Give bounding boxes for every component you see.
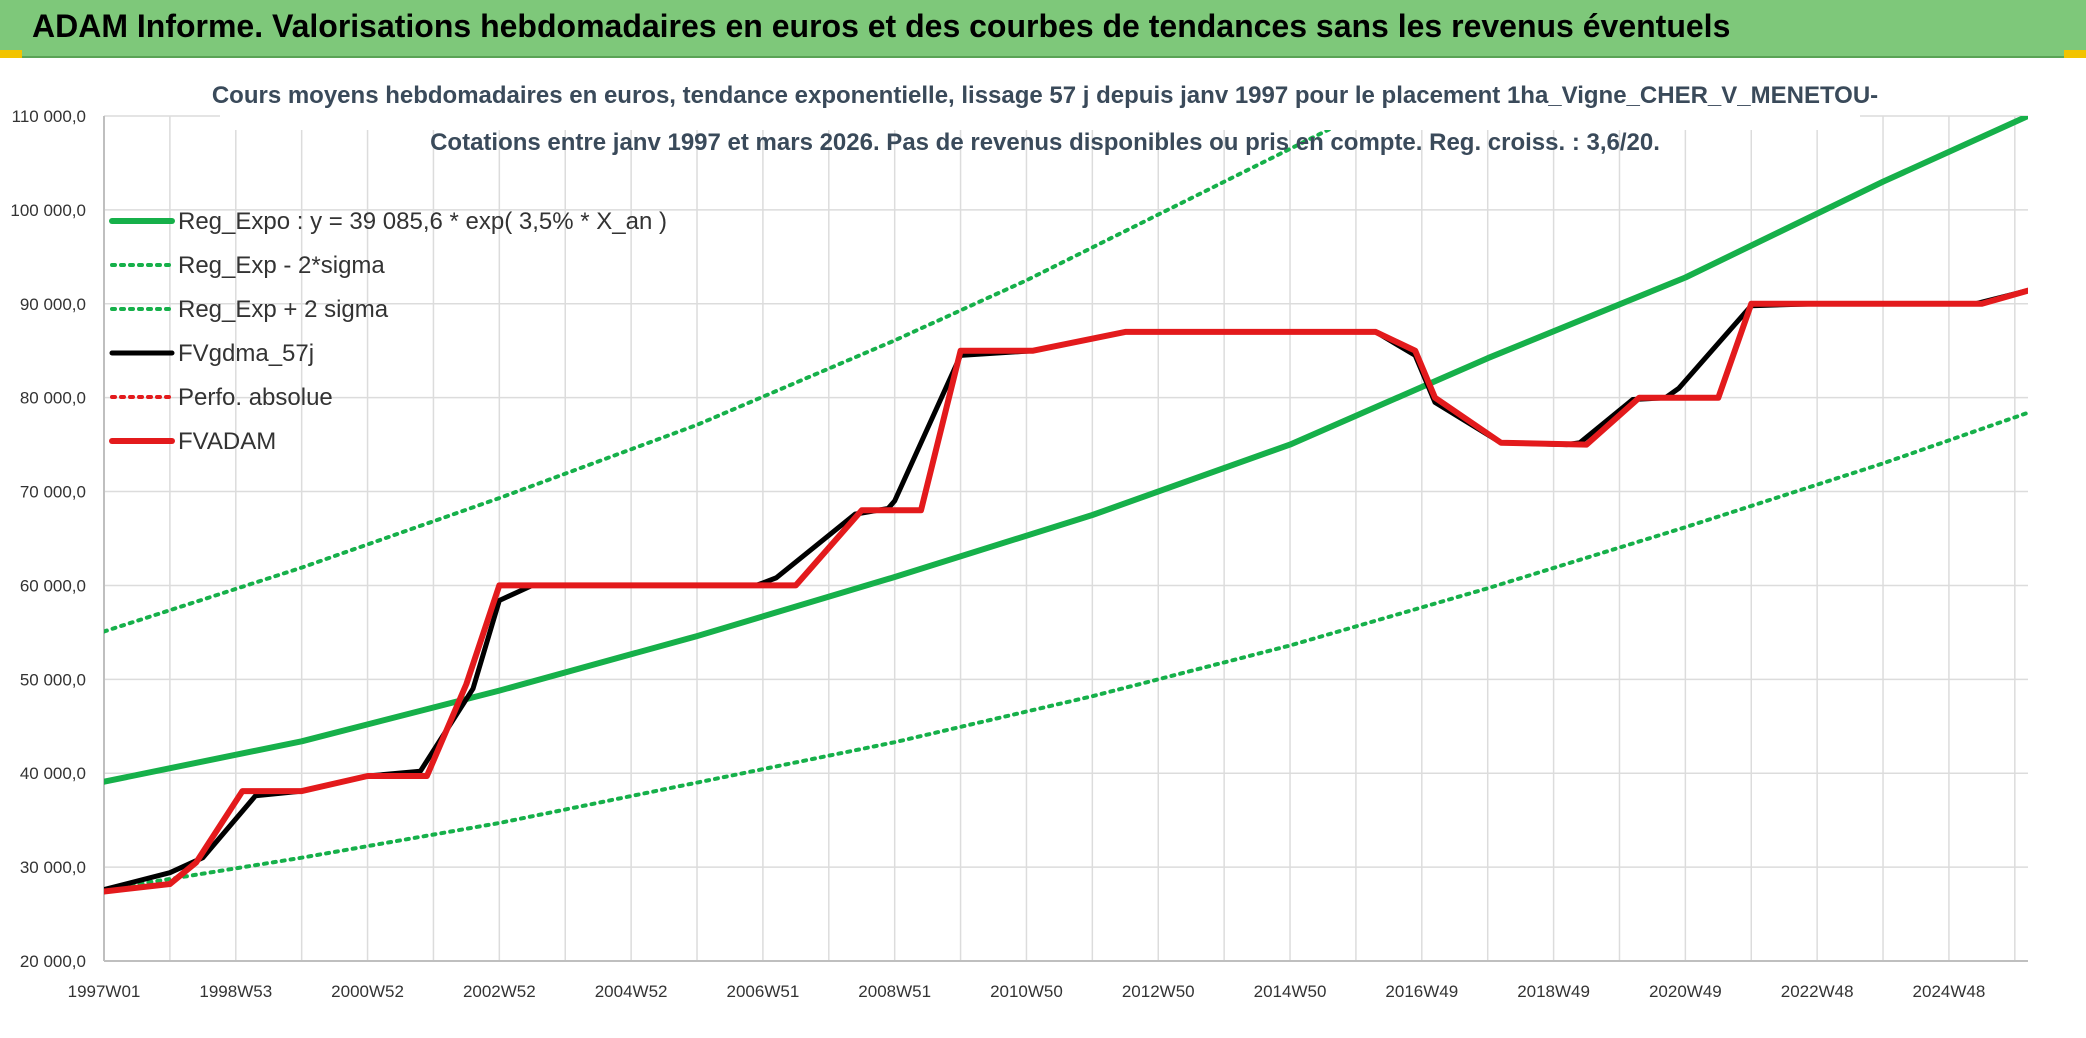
legend-label: Reg_Exp + 2 sigma [178,296,389,323]
x-tick-label: 2022W48 [1781,982,1854,1001]
y-tick-label: 40 000,0 [20,764,86,783]
y-tick-label: 110 000,0 [12,107,86,126]
subtitle-line-2: Cotations entre janv 1997 et mars 2026. … [430,129,1660,156]
series-line [104,410,2028,892]
legend-label: FVADAM [178,428,276,455]
series-layer [104,116,2028,895]
y-tick-label: 90 000,0 [20,295,86,314]
legend-label: Reg_Exp - 2*sigma [178,252,385,279]
x-tick-label: 2024W48 [1913,982,1986,1001]
legend: Reg_Expo : y = 39 085,6 * exp( 3,5% * X_… [109,208,667,455]
chart-subtitle: Cours moyens hebdomadaires en euros, ten… [212,60,1878,156]
corner-marker-right [2064,50,2086,60]
x-tick-label: 2006W51 [727,982,800,1001]
y-axis: 20 000,0 30 000,0 40 000,0 50 000,0 60 000,0… [10,107,86,971]
x-tick-label: 2014W50 [1254,982,1327,1001]
y-tick-label: 50 000,0 [20,670,86,689]
x-tick-label: 2000W52 [331,982,404,1001]
x-tick-label: 2016W49 [1385,982,1458,1001]
x-tick-label: 2012W50 [1122,982,1195,1001]
header-bar: ADAM Informe. Valorisations hebdomadaire… [0,0,2086,58]
x-tick-label: 1998W53 [199,982,272,1001]
y-tick-label: 70 000,0 [20,483,86,502]
x-tick-label: 2018W49 [1517,982,1590,1001]
y-tick-label: 20 000,0 [20,952,86,971]
y-tick-label: 60 000,0 [20,576,86,595]
x-tick-label: 2008W51 [858,982,931,1001]
x-tick-label: 2004W52 [595,982,668,1001]
y-tick-label: 30 000,0 [20,858,86,877]
legend-label: Perfo. absolue [178,384,333,411]
x-tick-label: 2020W49 [1649,982,1722,1001]
page-title: ADAM Informe. Valorisations hebdomadaire… [32,8,1731,44]
y-tick-label: 100 000,0 [10,201,86,220]
subtitle-line-1: Cours moyens hebdomadaires en euros, ten… [212,82,1878,109]
series-line [104,116,1358,634]
x-tick-label: 1997W01 [68,982,141,1001]
chart: 20 000,0 30 000,0 40 000,0 50 000,0 60 000,0… [0,58,2086,1038]
y-tick-label: 80 000,0 [20,389,86,408]
x-axis: 1997W01 1998W53 2000W52 2002W52 2004W52 2006W… [68,982,1986,1001]
series-line [104,116,2028,785]
chart-background [0,58,2086,1038]
x-tick-label: 2002W52 [463,982,536,1001]
legend-label: Reg_Expo : y = 39 085,6 * exp( 3,5% * X_… [178,208,667,235]
x-tick-label: 2010W50 [990,982,1063,1001]
legend-label: FVgdma_57j [178,340,314,367]
series-line [104,287,2028,895]
corner-marker-left [0,50,22,60]
subtitle-background [220,60,1860,130]
